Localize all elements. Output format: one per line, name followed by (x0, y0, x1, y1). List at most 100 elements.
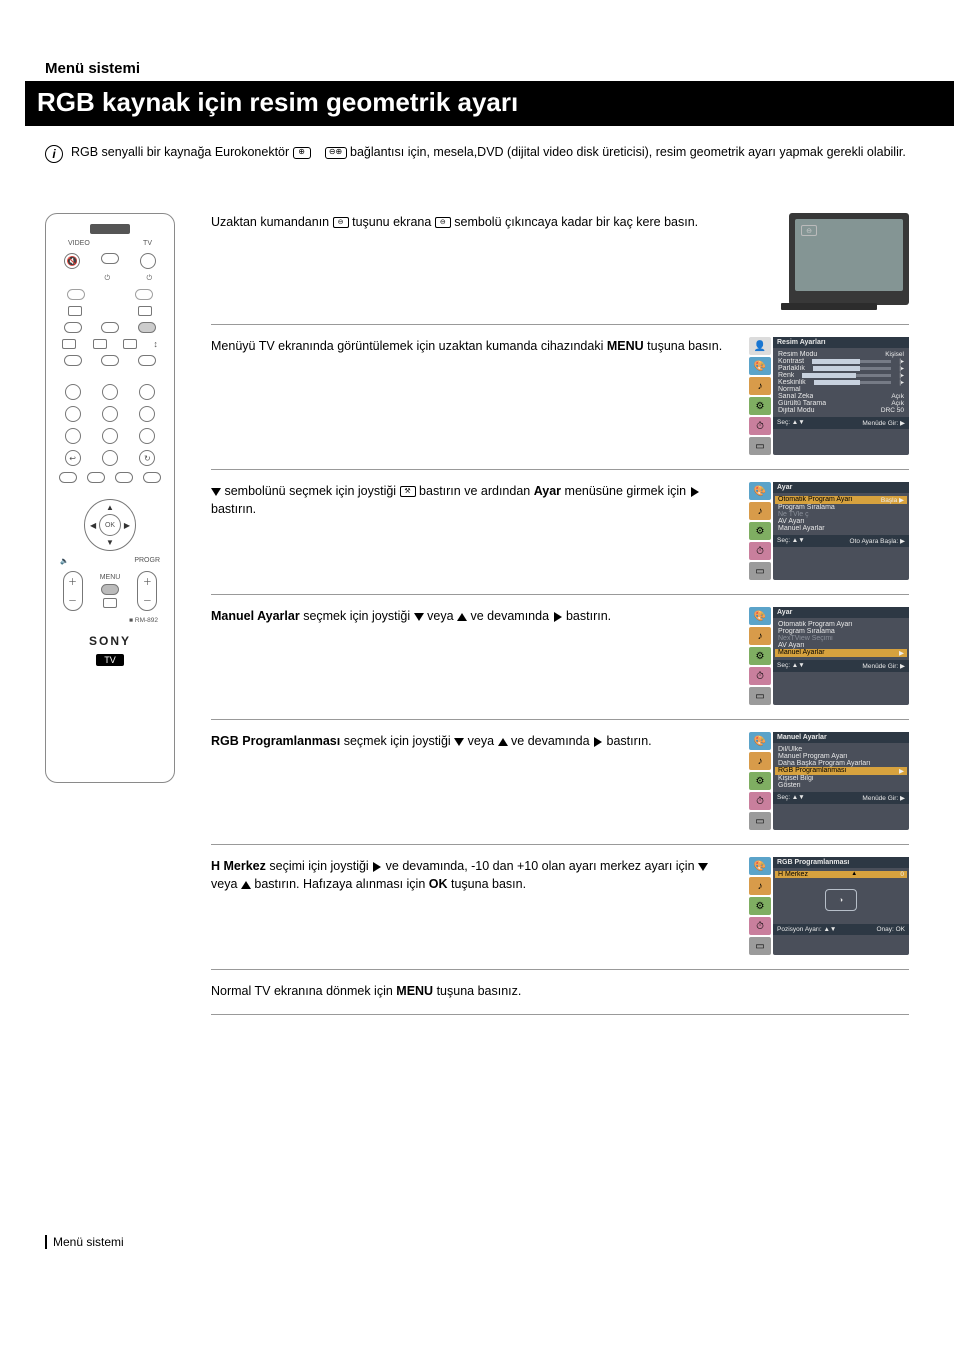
osd-row: Resim ModuKişisel (777, 351, 905, 358)
osd-row-lab: Kontrast (778, 358, 804, 365)
osd-row-lab: Program Sıralama (778, 504, 835, 511)
remote-tv-label: TV (143, 240, 152, 247)
osd-foot-l: Seç: ▲▼ (777, 419, 805, 427)
osd-row-val: 0 (900, 871, 904, 878)
step1-p2: tuşunu ekrana (352, 215, 435, 229)
osd-row: Kişisel Bilgi (777, 775, 905, 782)
section-label: Menü sistemi (45, 60, 909, 77)
chevron-right-icon (554, 612, 562, 622)
steps: Uzaktan kumandanın ⊖ tuşunu ekrana ⊖ sem… (211, 213, 909, 1015)
step5-p3: ve devamında (511, 734, 593, 748)
step3-b1: Ayar (534, 484, 561, 498)
step5-p2: veya (468, 734, 498, 748)
osd-row-lab: Gürültü Tarama (778, 400, 826, 407)
remote-menu-label: MENU (100, 574, 121, 581)
osd-foot-l: Pozisyon Ayarı: ▲▼ (777, 926, 836, 933)
osd-row: NexTView Seçimi (777, 635, 905, 642)
chevron-down-icon (211, 488, 221, 496)
osd-row: RGB Programlanması ▶ (775, 767, 907, 775)
osd-ayar-1: 🎨♪⚙⏱▭ Ayar Otomatik Program AyarıBaşla ▶… (749, 482, 909, 580)
intro: i RGB senyalli bir kaynağa Eurokonektör … (45, 144, 909, 163)
step-1: Uzaktan kumandanın ⊖ tuşunu ekrana ⊖ sem… (211, 213, 909, 325)
osd-foot-r: Oto Ayara Başla: ▶ (850, 537, 905, 545)
gauge-icon: ◑ (825, 889, 857, 911)
osd-row: Parlaklık|▸ (777, 365, 905, 372)
osd-foot-r: Onay: OK (876, 926, 905, 933)
av-icon: ⊖ (333, 217, 349, 228)
osd-row: AV Ayarı (777, 642, 905, 649)
tv-graphic: ⊖ (789, 213, 909, 305)
av1-icon: ⊕ (293, 147, 311, 159)
slider-bar (802, 374, 891, 377)
step6-p5: tuşuna basın. (451, 877, 526, 891)
osd-foot-r: Menüde Gir: ▶ (862, 419, 905, 427)
osd-hdr: Ayar (773, 607, 909, 618)
osd-row-lab: Dil/Ülke (778, 746, 802, 753)
footer-label: Menü sistemi (45, 1235, 909, 1249)
osd-row-val: Açık (891, 393, 904, 400)
osd-row: Keskinlik|▸ (777, 379, 905, 386)
osd-row-lab: RGB Programlanması (778, 767, 846, 775)
osd-row-lab: Parlaklık (778, 365, 805, 372)
av2-icon: ⊖⊕ (325, 147, 347, 159)
remote-power-icon: ⏻ (146, 275, 152, 283)
osd-row-lab: Resim Modu (778, 351, 817, 358)
osd-hdr: Ayar (773, 482, 909, 493)
osd-row-lab: Manuel Ayarlar (778, 525, 825, 532)
osd-row-lab: Sanal Zeka (778, 393, 813, 400)
remote-illustration: VIDEOTV 🔇 ⏻⏻ ↕ ↩↻ ▲▼◀▶ 🔈PROGR ＋－ MENU ＋－… (45, 213, 175, 783)
osd-foot-l: Seç: ▲▼ (777, 662, 805, 670)
osd-row: Otomatik Program Ayarı (777, 621, 905, 628)
osd-row: Manuel Program Ayarı (777, 753, 905, 760)
osd-foot-l: Seç: ▲▼ (777, 794, 805, 802)
slider-bar (814, 381, 892, 384)
osd-row: Dil/Ülke (777, 746, 905, 753)
osd-row-val: ▶ (899, 767, 904, 775)
step-3: sembolünü seçmek için joystiği ⚒ bastırı… (211, 470, 909, 595)
osd-row: Program Sıralama (777, 504, 905, 511)
osd-resim-ayarlari: 👤 🎨♪⚙⏱▭ Resim Ayarları Resim ModuKişisel… (749, 337, 909, 455)
step4-b1: Manuel Ayarlar (211, 609, 300, 623)
remote-rm-label: RM-892 (135, 617, 158, 624)
osd-row-lab: H Merkez (778, 871, 808, 878)
remote-video-label: VIDEO (68, 240, 90, 247)
osd-row-lab: Dijital Modu (778, 407, 815, 414)
step6-p4: bastırın. Hafızaya alınması için (254, 877, 428, 891)
step2-p2: tuşuna basın. (647, 339, 722, 353)
osd-row-val: ▶ (899, 649, 904, 657)
osd-hdr: RGB Programlanması (773, 857, 909, 868)
chevron-right-icon (373, 862, 381, 872)
step4-p3: ve devamında (471, 609, 553, 623)
remote-joystick: ▲▼◀▶ (84, 499, 136, 551)
osd-row-lab: Manuel Program Ayarı (778, 753, 848, 760)
step2-p1: Menüyü TV ekranında görüntülemek için uz… (211, 339, 607, 353)
chevron-up-icon (498, 738, 508, 746)
step6-p2: ve devamında, -10 dan +10 olan ayarı mer… (386, 859, 698, 873)
step-7: Normal TV ekranına dönmek için MENU tuşu… (211, 970, 909, 1015)
remote-tvtag: TV (96, 654, 124, 666)
osd-row-lab: Daha Başka Program Ayarları (778, 760, 870, 767)
step7-p2: tuşuna basınız. (437, 984, 522, 998)
step-4: Manuel Ayarlar seçmek için joystiği veya… (211, 595, 909, 720)
slider-bar (813, 367, 892, 370)
osd-row: Ne TVle ç (777, 511, 905, 518)
step1-p3: sembolü çıkıncaya kadar bir kaç kere bas… (454, 215, 698, 229)
osd-row-lab: Gösteri (778, 782, 801, 789)
chevron-right-icon (691, 487, 699, 497)
osd-row: Program Sıralama (777, 628, 905, 635)
step3-p4: bastırın. (211, 502, 256, 516)
osd-row-val: DRC 50 (881, 407, 904, 414)
step6-b1: H Merkez (211, 859, 266, 873)
info-icon: i (45, 145, 63, 163)
osd-row: Normal (777, 386, 905, 393)
osd-row: Otomatik Program AyarıBaşla ▶ (775, 496, 907, 504)
osd-foot-r: Menüde Gir: ▶ (862, 794, 905, 802)
page-title: RGB kaynak için resim geometrik ayarı (25, 81, 954, 126)
step3-p2: bastırın ve ardından (419, 484, 534, 498)
chevron-right-icon (594, 737, 602, 747)
osd-row-lab: Normal (778, 386, 801, 393)
chevron-up-icon (457, 613, 467, 621)
osd-row-val: Açık (891, 400, 904, 407)
osd-row: Manuel Ayarlar (777, 525, 905, 532)
step6-b2: OK (429, 877, 448, 891)
